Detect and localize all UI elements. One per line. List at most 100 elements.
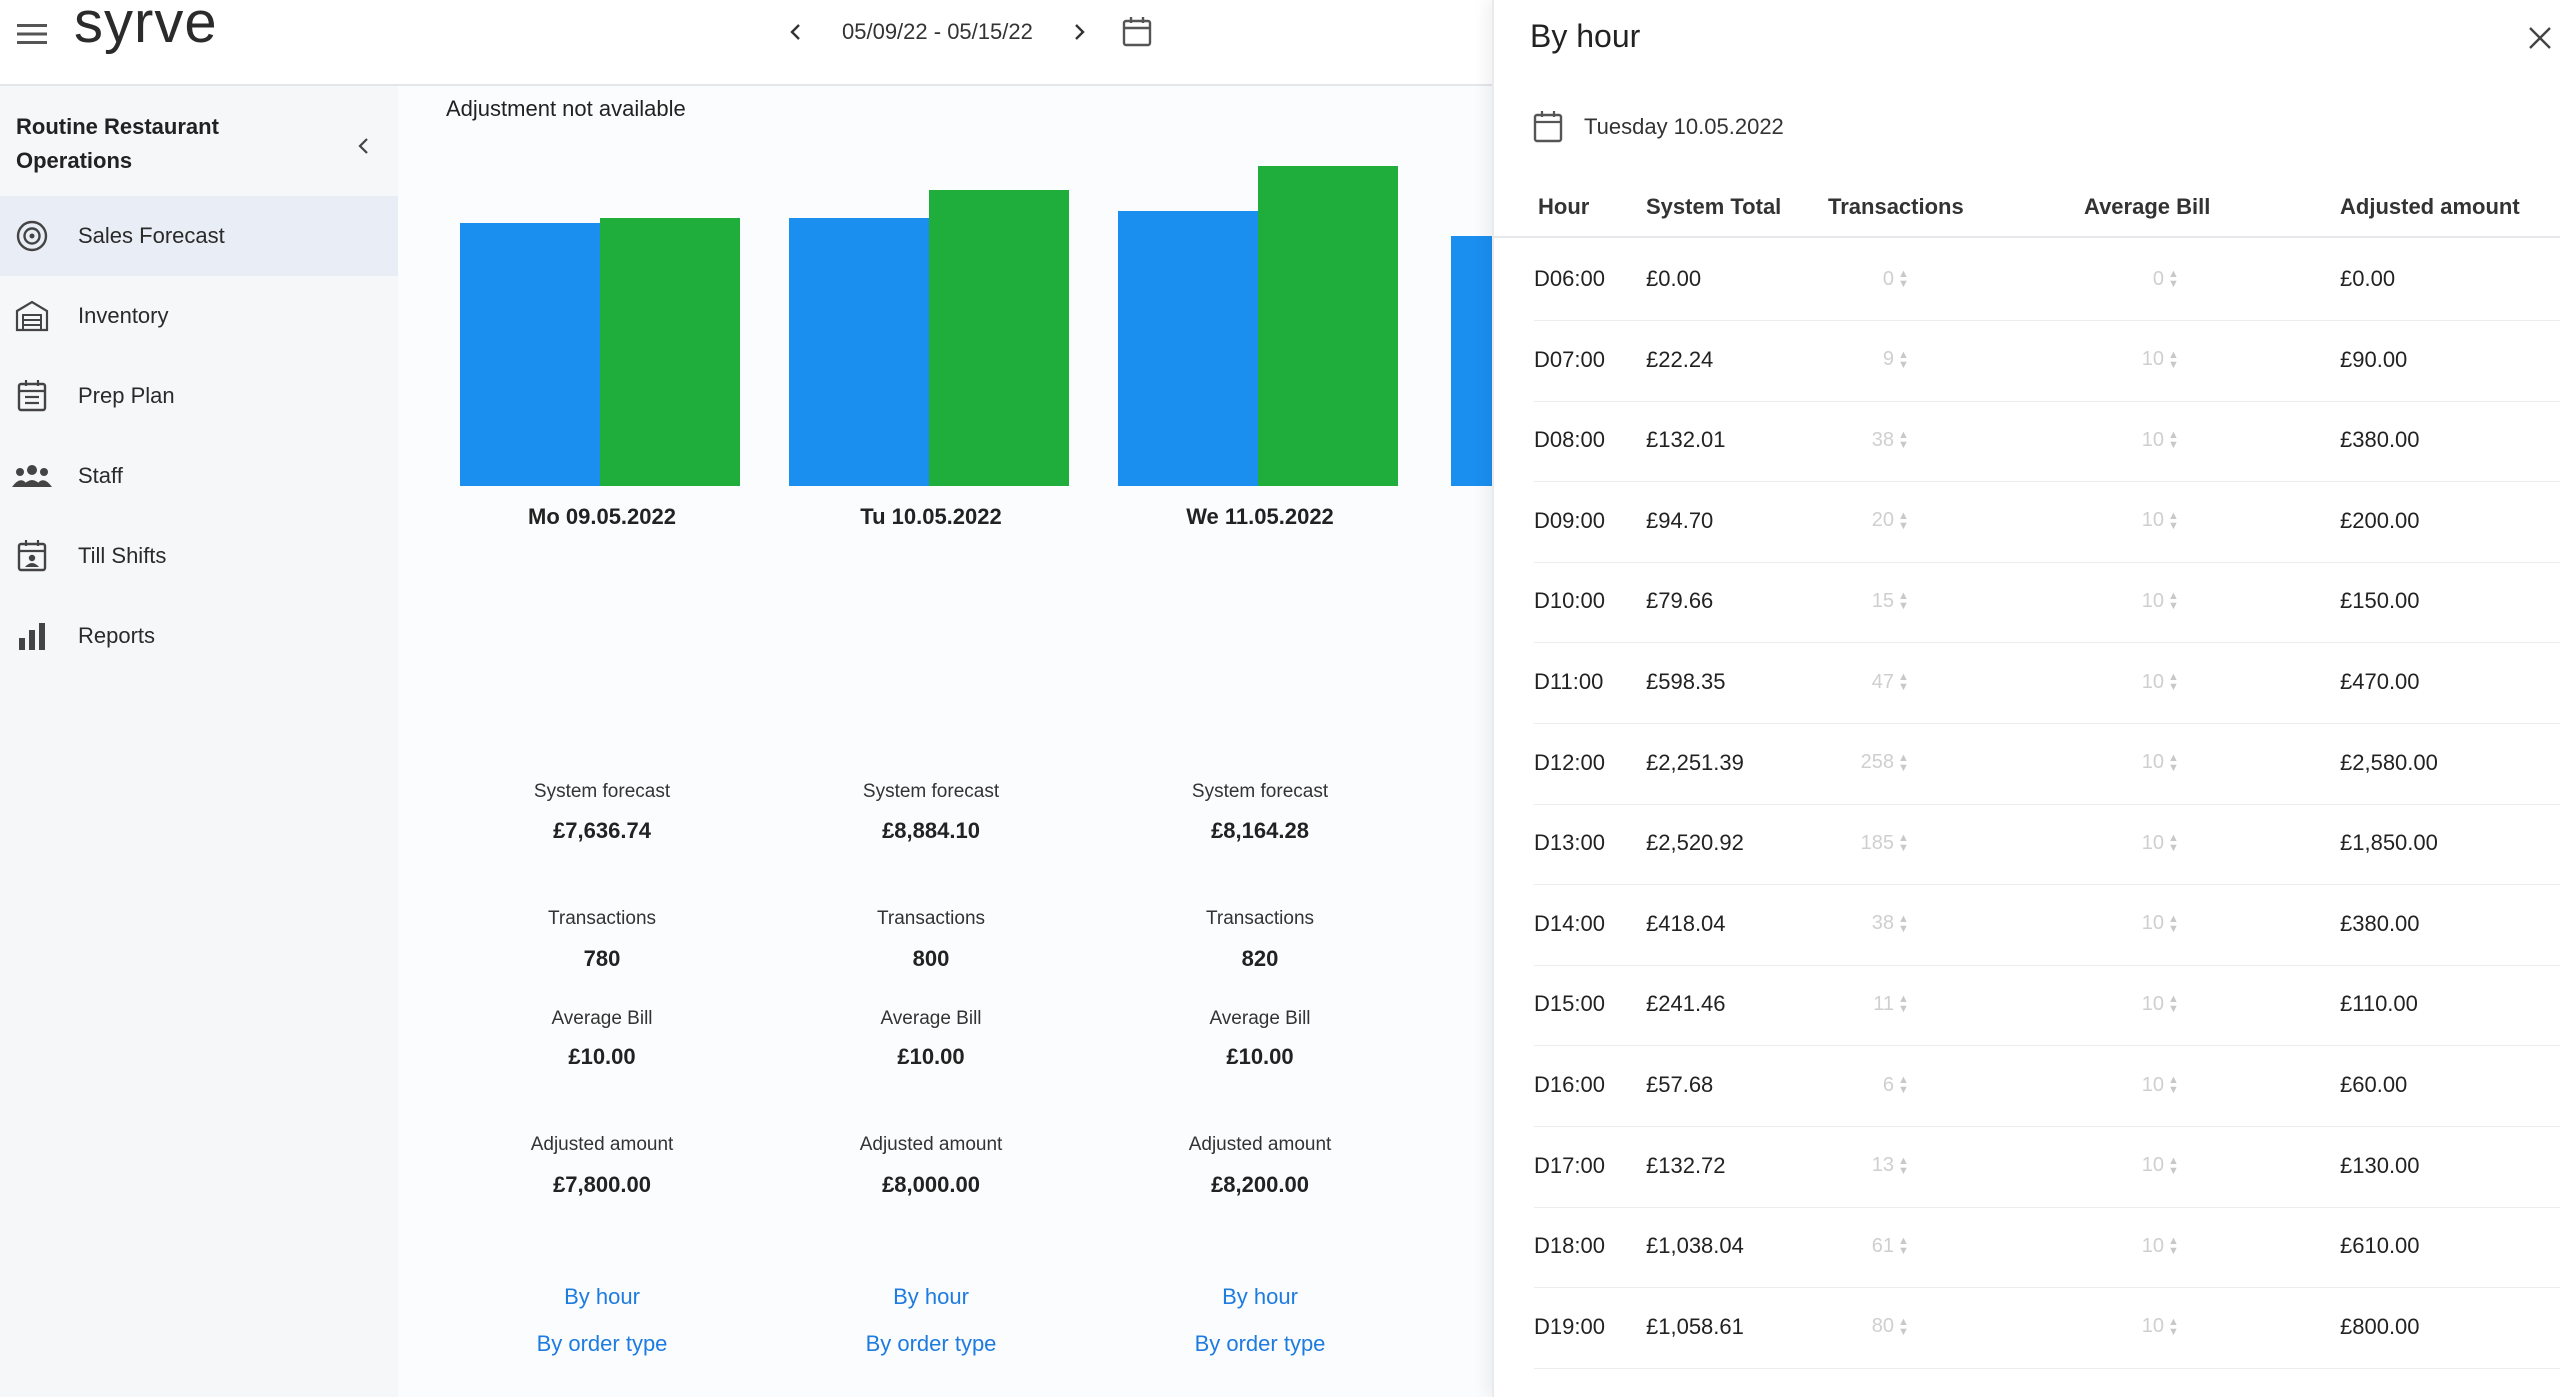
stepper-arrows-icon[interactable]: ▲ ▼ (2168, 590, 2179, 613)
transactions-value[interactable]: 61 (1871, 1234, 1894, 1257)
collapse-sidebar-button[interactable] (346, 128, 382, 164)
menu-icon[interactable] (14, 16, 50, 52)
stepper-arrows-icon[interactable]: ▲ ▼ (2168, 993, 2179, 1016)
average-bill-value[interactable]: 10 (2141, 509, 2164, 532)
transactions-stepper[interactable]: 15 ▲ ▼ (1774, 586, 1909, 616)
transactions-value[interactable]: 47 (1871, 670, 1894, 693)
average-bill-stepper[interactable]: 10 ▲ ▼ (2034, 1070, 2179, 1100)
transactions-stepper[interactable]: 258 ▲ ▼ (1774, 748, 1909, 778)
transactions-stepper[interactable]: 38 ▲ ▼ (1774, 425, 1909, 455)
average-bill-stepper[interactable]: 10 ▲ ▼ (2034, 1151, 2179, 1181)
prev-week-button[interactable] (772, 8, 820, 56)
next-week-button[interactable] (1055, 8, 1103, 56)
stepper-arrows-icon[interactable]: ▲ ▼ (2168, 1074, 2179, 1096)
stepper-arrows-icon[interactable]: ▲ ▼ (2168, 348, 2179, 371)
transactions-stepper[interactable]: 20 ▲ ▼ (1774, 506, 1909, 536)
average-bill-stepper[interactable]: 10 ▲ ▼ (2034, 828, 2179, 858)
by-hour-link[interactable]: By hour (1222, 1284, 1298, 1309)
stepper-arrows-icon[interactable]: ▲ ▼ (1898, 268, 1909, 290)
stepper-arrows-icon[interactable]: ▲ ▼ (1898, 751, 1909, 774)
transactions-value[interactable]: 9 (1882, 348, 1894, 371)
average-bill-value[interactable]: 0 (2152, 267, 2164, 290)
average-bill-stepper[interactable]: 0 ▲ ▼ (2034, 264, 2179, 294)
stepper-arrows-icon[interactable]: ▲ ▼ (1898, 1315, 1909, 1338)
stepper-arrows-icon[interactable]: ▲ ▼ (2168, 1315, 2179, 1338)
transactions-value[interactable]: 13 (1871, 1154, 1894, 1177)
stepper-arrows-icon[interactable]: ▲ ▼ (2168, 671, 2179, 693)
by-order-type-link[interactable]: By order type (536, 1331, 668, 1356)
stepper-arrows-icon[interactable]: ▲ ▼ (2168, 1235, 2179, 1258)
average-bill-stepper[interactable]: 10 ▲ ▼ (2034, 989, 2179, 1019)
sidebar-item-prep-plan[interactable]: Prep Plan (0, 356, 398, 436)
stepper-arrows-icon[interactable]: ▲ ▼ (1898, 429, 1909, 452)
stepper-arrows-icon[interactable]: ▲ ▼ (2168, 832, 2179, 855)
sidebar-item-staff[interactable]: Staff (0, 436, 398, 516)
transactions-stepper[interactable]: 185 ▲ ▼ (1774, 828, 1909, 858)
transactions-stepper[interactable]: 0 ▲ ▼ (1774, 264, 1909, 294)
transactions-value[interactable]: 38 (1871, 428, 1894, 451)
sidebar-item-sales-forecast[interactable]: Sales Forecast (0, 196, 398, 276)
stepper-arrows-icon[interactable]: ▲ ▼ (1898, 1074, 1909, 1096)
sidebar-item-till-shifts[interactable]: Till Shifts (0, 516, 398, 596)
average-bill-value[interactable]: 10 (2141, 1315, 2164, 1338)
by-hour-link[interactable]: By hour (893, 1284, 969, 1309)
average-bill-stepper[interactable]: 10 ▲ ▼ (2034, 1312, 2179, 1342)
transactions-value[interactable]: 15 (1871, 589, 1894, 612)
stepper-arrows-icon[interactable]: ▲ ▼ (1898, 348, 1909, 371)
sidebar-item-inventory[interactable]: Inventory (0, 276, 398, 356)
stepper-arrows-icon[interactable]: ▲ ▼ (1898, 832, 1909, 855)
average-bill-stepper[interactable]: 10 ▲ ▼ (2034, 909, 2179, 939)
transactions-value[interactable]: 258 (1860, 751, 1894, 774)
stepper-arrows-icon[interactable]: ▲ ▼ (1898, 912, 1909, 935)
average-bill-stepper[interactable]: 10 ▲ ▼ (2034, 1231, 2179, 1261)
transactions-value[interactable]: 80 (1871, 1315, 1894, 1338)
average-bill-value[interactable]: 10 (2141, 589, 2164, 612)
by-order-type-link[interactable]: By order type (865, 1331, 997, 1356)
stepper-arrows-icon[interactable]: ▲ ▼ (2168, 509, 2179, 532)
transactions-stepper[interactable]: 47 ▲ ▼ (1774, 667, 1909, 697)
transactions-stepper[interactable]: 38 ▲ ▼ (1774, 909, 1909, 939)
stepper-arrows-icon[interactable]: ▲ ▼ (1898, 671, 1909, 693)
calendar-button[interactable] (1113, 8, 1161, 56)
stepper-arrows-icon[interactable]: ▲ ▼ (2168, 429, 2179, 452)
transactions-stepper[interactable]: 9 ▲ ▼ (1774, 345, 1909, 375)
average-bill-stepper[interactable]: 10 ▲ ▼ (2034, 586, 2179, 616)
transactions-value[interactable]: 38 (1871, 912, 1894, 935)
stepper-arrows-icon[interactable]: ▲ ▼ (2168, 268, 2179, 290)
average-bill-stepper[interactable]: 10 ▲ ▼ (2034, 667, 2179, 697)
transactions-value[interactable]: 0 (1882, 267, 1894, 290)
average-bill-value[interactable]: 10 (2141, 1073, 2164, 1096)
average-bill-value[interactable]: 10 (2141, 831, 2164, 854)
average-bill-stepper[interactable]: 10 ▲ ▼ (2034, 425, 2179, 455)
transactions-value[interactable]: 11 (1873, 992, 1894, 1015)
average-bill-value[interactable]: 10 (2141, 751, 2164, 774)
transactions-stepper[interactable]: 6 ▲ ▼ (1774, 1070, 1909, 1100)
stepper-arrows-icon[interactable]: ▲ ▼ (1898, 590, 1909, 613)
average-bill-value[interactable]: 10 (2141, 428, 2164, 451)
stepper-arrows-icon[interactable]: ▲ ▼ (1898, 1235, 1909, 1258)
average-bill-stepper[interactable]: 10 ▲ ▼ (2034, 506, 2179, 536)
stepper-arrows-icon[interactable]: ▲ ▼ (2168, 751, 2179, 774)
average-bill-value[interactable]: 10 (2141, 1234, 2164, 1257)
transactions-value[interactable]: 185 (1860, 831, 1894, 854)
stepper-arrows-icon[interactable]: ▲ ▼ (1898, 1154, 1909, 1177)
transactions-stepper[interactable]: 61 ▲ ▼ (1774, 1231, 1909, 1261)
stepper-arrows-icon[interactable]: ▲ ▼ (1898, 993, 1909, 1016)
average-bill-value[interactable]: 10 (2141, 348, 2164, 371)
transactions-stepper[interactable]: 13 ▲ ▼ (1774, 1151, 1909, 1181)
by-order-type-link[interactable]: By order type (1194, 1331, 1326, 1356)
stepper-arrows-icon[interactable]: ▲ ▼ (1898, 509, 1909, 532)
transactions-value[interactable]: 20 (1871, 509, 1894, 532)
sidebar-item-reports[interactable]: Reports (0, 596, 398, 676)
transactions-value[interactable]: 6 (1882, 1073, 1894, 1096)
stepper-arrows-icon[interactable]: ▲ ▼ (2168, 1154, 2179, 1177)
average-bill-stepper[interactable]: 10 ▲ ▼ (2034, 345, 2179, 375)
average-bill-value[interactable]: 10 (2141, 1154, 2164, 1177)
average-bill-value[interactable]: 10 (2141, 912, 2164, 935)
stepper-arrows-icon[interactable]: ▲ ▼ (2168, 912, 2179, 935)
by-hour-link[interactable]: By hour (564, 1284, 640, 1309)
transactions-stepper[interactable]: 80 ▲ ▼ (1774, 1312, 1909, 1342)
average-bill-value[interactable]: 10 (2141, 670, 2164, 693)
average-bill-stepper[interactable]: 10 ▲ ▼ (2034, 748, 2179, 778)
average-bill-value[interactable]: 10 (2141, 992, 2164, 1015)
